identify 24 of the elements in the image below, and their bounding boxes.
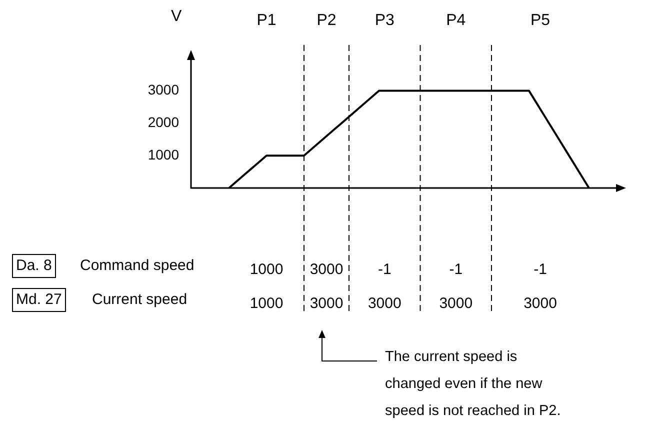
text: The current speed is changed even if the new speed is not reached in P2. xyxy=(385,349,561,419)
text: 3000 xyxy=(368,294,402,314)
y-tick-label: 1000 xyxy=(148,146,180,162)
text: P1 xyxy=(256,12,276,30)
y-axis-title: V xyxy=(171,8,182,26)
text: P5 xyxy=(530,12,550,30)
text: 3000 xyxy=(310,294,344,314)
text: -1 xyxy=(534,260,547,280)
text: 3000 xyxy=(439,294,473,314)
text: -1 xyxy=(378,260,392,280)
text: P3 xyxy=(374,12,394,30)
text: 3000 xyxy=(310,260,344,280)
text: -1 xyxy=(449,260,463,280)
text: Da. 8 xyxy=(12,254,56,278)
text: 1000 xyxy=(250,260,284,280)
text: P2 xyxy=(316,12,336,30)
text: Md. 27 xyxy=(12,288,66,312)
text: 3000 xyxy=(524,294,557,314)
text: Current speed xyxy=(92,290,188,310)
text: 1000 xyxy=(250,294,284,314)
text: Command speed xyxy=(80,256,194,276)
y-tick-label: 2000 xyxy=(148,114,180,130)
text: P4 xyxy=(446,12,466,30)
y-tick-label: 3000 xyxy=(148,82,180,98)
